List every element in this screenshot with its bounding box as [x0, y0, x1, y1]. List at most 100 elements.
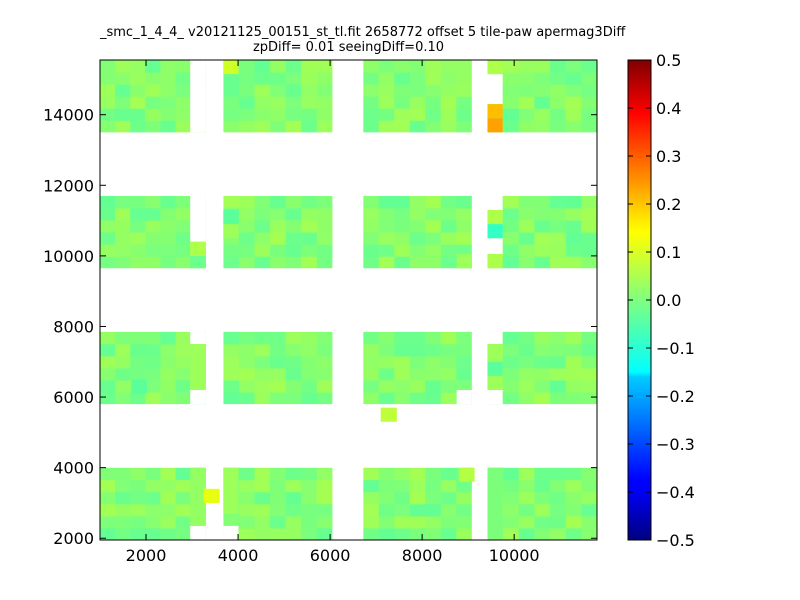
heatmap-cell [238, 367, 255, 381]
heatmap-cell [503, 96, 520, 109]
heatmap-cell [518, 467, 535, 481]
heatmap-cell [175, 367, 192, 381]
heatmap-cell [378, 232, 395, 245]
heatmap-cell [394, 343, 411, 357]
x-tick-label: 8000 [402, 546, 443, 565]
heatmap-cell-highlight [487, 60, 503, 75]
heatmap-cell [503, 503, 520, 517]
heatmap-cell [130, 467, 146, 481]
heatmap-cell [363, 527, 380, 540]
heatmap-cell [440, 355, 457, 369]
heatmap-cell [363, 96, 380, 109]
heatmap-cell [254, 120, 271, 133]
heatmap-cell [270, 367, 287, 381]
heatmap-cell-highlight [190, 254, 206, 269]
heatmap-cell [285, 244, 302, 257]
tile-gap [100, 268, 597, 332]
heatmap-cell [518, 60, 535, 73]
heatmap-cell [254, 220, 271, 233]
heatmap-cell [301, 207, 318, 221]
heatmap-cell [565, 392, 582, 405]
heatmap-cell [363, 491, 380, 505]
heatmap-cell [503, 232, 520, 245]
heatmap-cell [565, 60, 582, 73]
heatmap-cell [518, 84, 535, 97]
heatmap-cell [238, 207, 255, 221]
heatmap-cell [285, 232, 302, 245]
heatmap-cell [160, 527, 177, 540]
heatmap-cell [270, 72, 287, 85]
heatmap-cell [534, 60, 551, 73]
heatmap-cell [160, 84, 177, 97]
heatmap-cell [130, 232, 146, 245]
heatmap-cell [223, 244, 240, 257]
heatmap-cell [160, 96, 177, 109]
heatmap-cell [534, 244, 551, 257]
heatmap-cell [409, 367, 426, 381]
heatmap-cell [518, 392, 535, 405]
heatmap-cell [456, 120, 473, 133]
heatmap-cell [550, 72, 567, 85]
heatmap-cell [301, 120, 318, 133]
heatmap-cell [363, 467, 380, 481]
heatmap-cell [316, 392, 333, 405]
heatmap-cell [440, 380, 457, 393]
heatmap-cell [378, 527, 395, 540]
heatmap-cell [100, 380, 116, 393]
heatmap-cell [145, 343, 161, 357]
heatmap-cell [145, 367, 161, 381]
heatmap-cell [581, 60, 597, 73]
heatmap-cell [175, 120, 192, 133]
heatmap-cell [316, 244, 333, 257]
heatmap-cell [238, 380, 255, 393]
heatmap-cell [100, 120, 116, 133]
heatmap-cell [409, 207, 426, 221]
heatmap-cell [503, 256, 520, 269]
heatmap-cell [394, 96, 411, 109]
heatmap-cell [409, 515, 426, 529]
heatmap-cell [238, 256, 255, 269]
colorbar-tick-label: −0.1 [656, 339, 695, 358]
colorbar-tick-label: 0.3 [656, 147, 681, 166]
heatmap-cell [175, 343, 192, 357]
tile-gap [100, 132, 597, 196]
heatmap-cell [145, 355, 161, 369]
heatmap-cell [160, 343, 177, 357]
heatmap-cell [518, 515, 535, 529]
heatmap-cell [254, 232, 271, 245]
heatmap-cell-highlight [203, 488, 220, 503]
heatmap-cell [440, 331, 457, 345]
heatmap-cell [456, 60, 473, 73]
heatmap-cell [160, 120, 177, 133]
heatmap-cell [145, 256, 161, 269]
heatmap-cell [238, 491, 255, 505]
heatmap-cell [316, 60, 333, 73]
heatmap-cell [285, 72, 302, 85]
heatmap-cell [409, 60, 426, 73]
heatmap-cell [550, 232, 567, 245]
heatmap-cell [130, 120, 146, 133]
heatmap-cell [175, 207, 192, 221]
heatmap-cell [378, 503, 395, 517]
heatmap-cell [145, 503, 161, 517]
heatmap-cell [518, 380, 535, 393]
colorbar-tick-label: 0.1 [656, 243, 681, 262]
heatmap-cell [270, 232, 287, 245]
heatmap-cell [565, 220, 582, 233]
heatmap-cell [316, 515, 333, 529]
heatmap-cell [550, 392, 567, 405]
heatmap-cell [301, 244, 318, 257]
heatmap-cell [316, 96, 333, 109]
colorbar-tick-label: 0.5 [656, 51, 681, 70]
heatmap-cell [456, 220, 473, 233]
heatmap-cell [409, 256, 426, 269]
y-tick-label: 12000 [43, 176, 94, 195]
heatmap-cell [115, 72, 131, 85]
heatmap-cell-highlight [487, 210, 503, 225]
heatmap-cell [285, 343, 302, 357]
heatmap-cell [565, 331, 582, 345]
heatmap-cell [394, 479, 411, 493]
heatmap-cell [160, 244, 177, 257]
heatmap-cell [518, 331, 535, 345]
heatmap-cell [456, 244, 473, 257]
